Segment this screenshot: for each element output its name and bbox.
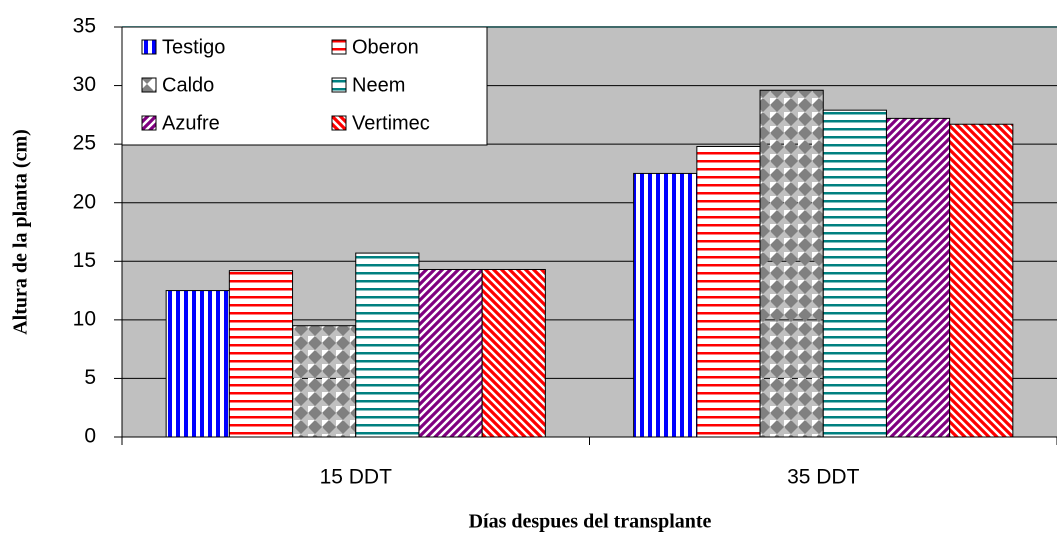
y-tick-label: 25 [73, 132, 96, 155]
legend-label: Neem [352, 74, 405, 96]
y-tick-label: 30 [73, 73, 96, 96]
x-axis-label: Días despues del transplante [469, 511, 712, 533]
y-tick-label: 5 [84, 366, 96, 389]
bar [885, 117, 951, 438]
legend-swatch [141, 115, 157, 131]
bar [633, 172, 698, 438]
bar [418, 268, 483, 438]
y-tick-label: 35 [73, 15, 96, 38]
bar [355, 252, 420, 438]
bar [481, 268, 546, 438]
bar [822, 109, 887, 438]
legend-swatch [331, 115, 347, 131]
legend-swatch [141, 39, 157, 55]
legend [121, 26, 488, 146]
bar [165, 290, 230, 438]
bar [759, 89, 824, 438]
bar [228, 270, 294, 438]
y-tick-label: 0 [84, 425, 96, 448]
legend-swatch [141, 77, 157, 93]
legend-label: Caldo [162, 74, 214, 96]
legend-swatch [331, 39, 347, 55]
bar [696, 145, 761, 438]
x-tick-label: 15 DDT [320, 466, 393, 489]
legend-label: Oberon [352, 36, 419, 58]
x-tick-label: 35 DDT [787, 466, 860, 489]
y-tick-label: 20 [73, 190, 96, 213]
y-tick-label: 15 [73, 249, 96, 272]
legend-label: Testigo [162, 36, 225, 58]
y-axis-label: Altura de la planta (cm) [10, 129, 32, 335]
legend-label: Azufre [162, 112, 220, 134]
y-tick-label: 10 [73, 307, 96, 330]
bar [949, 123, 1014, 438]
bar [292, 325, 357, 438]
legend-label: Vertimec [352, 112, 430, 134]
legend-swatch [331, 77, 347, 93]
